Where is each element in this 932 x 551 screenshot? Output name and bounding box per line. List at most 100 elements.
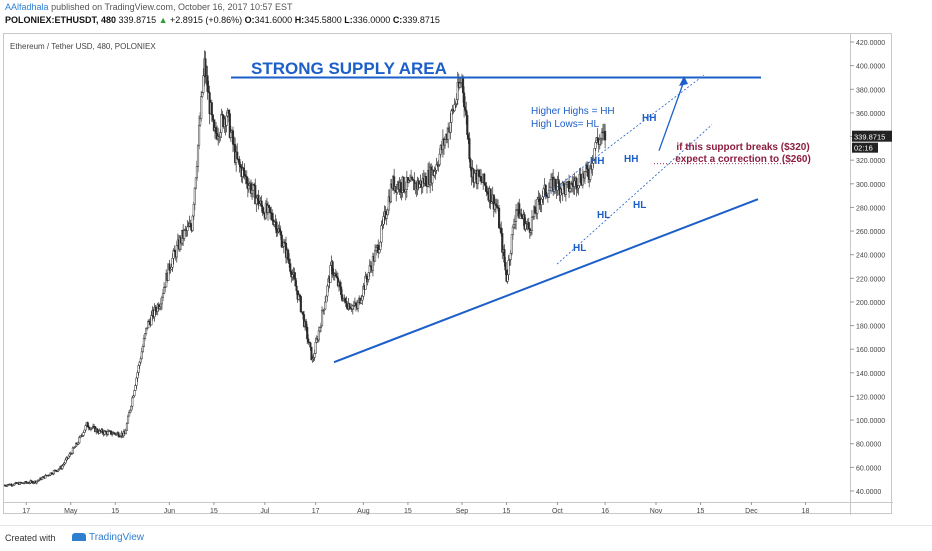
candle-body — [573, 180, 576, 187]
candle-body — [130, 405, 133, 411]
candle-body — [455, 99, 458, 105]
support-trendline — [333, 198, 759, 364]
footer: Created with TradingView — [0, 525, 932, 551]
candle-body — [243, 170, 246, 177]
candle-body — [586, 164, 589, 170]
candle-body — [139, 358, 142, 363]
lower-channel-line — [556, 124, 713, 265]
tradingview-brand[interactable]: TradingView — [72, 532, 144, 543]
candle-body — [443, 139, 447, 146]
candle-body — [71, 447, 74, 454]
projection-arrowhead-icon — [679, 75, 688, 86]
y-tick-label: 300.0000 — [856, 182, 885, 189]
candle-body — [103, 430, 106, 435]
candle-body — [154, 306, 157, 312]
candle-body — [314, 341, 317, 354]
candle-body — [367, 272, 370, 280]
candle-body — [319, 325, 323, 328]
candle-body — [288, 258, 291, 264]
candle-body — [450, 110, 453, 123]
hh-label: HH — [642, 113, 656, 124]
candle-body — [348, 303, 351, 310]
chart-canvas[interactable]: 40.0000 60.0000 80.0000 100.0000 120.0000 140… — [4, 34, 893, 515]
candle-body — [547, 190, 550, 198]
y-tick-label: 400.0000 — [856, 64, 885, 71]
candle-body — [67, 455, 70, 459]
candle-body — [225, 115, 228, 126]
low-value: 336.0000 — [352, 15, 391, 25]
candle-body — [78, 437, 81, 444]
candle-body — [172, 250, 175, 259]
candle-body — [37, 479, 41, 481]
candle-body — [106, 431, 109, 435]
candle-body — [169, 269, 172, 271]
candle-body — [473, 173, 476, 183]
candle-body — [536, 198, 539, 214]
supply-area-label: STRONG SUPPLY AREA — [251, 59, 447, 78]
candle-body — [331, 261, 334, 275]
y-tick-label: 80.0000 — [856, 442, 881, 449]
candle-body — [579, 173, 582, 183]
candle-body — [168, 263, 171, 271]
candle-body — [329, 265, 332, 283]
candle-body — [495, 205, 499, 208]
candle-body — [577, 185, 580, 189]
last-price: 339.8715 — [118, 15, 157, 25]
candle-body — [507, 260, 510, 276]
candle-body — [236, 151, 239, 160]
y-tick-label: 60.0000 — [856, 465, 881, 472]
candle-body — [64, 459, 67, 464]
candle-body — [483, 173, 486, 184]
y-tick-label: 420.0000 — [856, 40, 885, 47]
x-tick-label: 17 — [312, 508, 320, 515]
candle-body — [556, 179, 559, 191]
x-tick-label: Jun — [164, 508, 175, 515]
candle-body — [361, 296, 364, 301]
y-tick-label: 240.0000 — [856, 253, 885, 260]
candle-body — [269, 207, 272, 213]
candle-body — [339, 281, 342, 288]
candle-body — [125, 422, 129, 431]
candle-body — [160, 296, 164, 305]
candle-body — [131, 397, 134, 407]
published-text: published on TradingView.com, October 16… — [51, 2, 293, 12]
candle-body — [548, 186, 552, 191]
candle-body — [128, 412, 131, 417]
chart-frame[interactable]: 40.0000 60.0000 80.0000 100.0000 120.0000 140… — [3, 33, 893, 515]
candle-body — [289, 263, 292, 272]
candle-body — [229, 132, 232, 138]
candle-body — [325, 295, 328, 303]
candle-body — [206, 75, 209, 92]
candle-body — [461, 76, 465, 94]
candle-body — [170, 266, 173, 270]
close-label: C: — [392, 15, 403, 25]
y-tick-label: 220.0000 — [856, 276, 885, 283]
candle-body — [469, 158, 472, 169]
candle-body — [245, 176, 248, 184]
candle-body — [453, 104, 456, 111]
countdown-badge — [852, 142, 878, 153]
candle-body — [365, 275, 368, 279]
candle-body — [542, 188, 545, 198]
candle-body — [254, 185, 257, 205]
candle-body — [571, 182, 574, 185]
candle-body — [562, 182, 565, 186]
publish-info: AAlfadhala published on TradingView.com,… — [5, 2, 293, 12]
y-tick-label: 140.0000 — [856, 371, 885, 378]
candle-body — [511, 226, 514, 236]
candle-body — [306, 327, 309, 340]
hl-label: HL — [573, 243, 586, 254]
candle-body — [575, 178, 578, 190]
author-link[interactable]: AAlfadhala — [5, 2, 49, 12]
symbol-label: POLONIEX:ETHUSDT, 480 — [5, 15, 117, 25]
tradingview-logo-icon — [72, 533, 86, 542]
candle-body — [431, 169, 434, 184]
candle-body — [540, 198, 543, 206]
candle-body — [111, 433, 114, 435]
candle-body — [135, 377, 138, 386]
candle-body — [101, 429, 104, 434]
candle-body — [220, 114, 223, 133]
candle-body — [489, 188, 492, 204]
candle-body — [402, 176, 405, 192]
candle-body — [389, 183, 393, 203]
